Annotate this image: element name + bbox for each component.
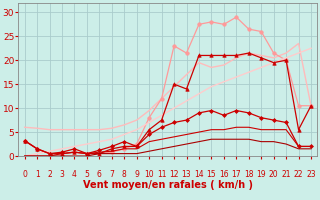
X-axis label: Vent moyen/en rafales ( km/h ): Vent moyen/en rafales ( km/h ): [83, 180, 253, 190]
